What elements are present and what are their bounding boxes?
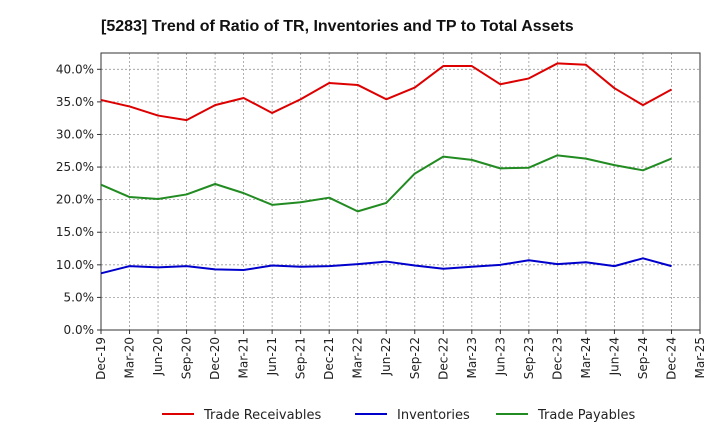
series-line-trade-receivables — [100, 62, 672, 122]
x-tick-label: Dec-24 — [664, 337, 678, 380]
x-tick-label: Dec-20 — [208, 337, 222, 380]
x-tick-label: Sep-21 — [294, 337, 308, 379]
legend-label: Trade Receivables — [203, 408, 321, 423]
legend-label: Inventories — [397, 408, 470, 423]
x-tick-label: Sep-22 — [408, 337, 422, 379]
x-tick-label: Jun-22 — [379, 337, 393, 376]
x-tick-label: Mar-25 — [693, 337, 707, 378]
x-tick-label: Mar-20 — [123, 337, 137, 378]
x-tick-label: Dec-23 — [550, 337, 564, 380]
x-tick-label: Jun-20 — [151, 337, 165, 376]
y-tick-label: 35.0% — [56, 95, 94, 109]
y-tick-label: 30.0% — [56, 127, 94, 141]
x-tick-label: Dec-22 — [436, 337, 450, 380]
y-tick-label: 40.0% — [56, 62, 94, 76]
legend: Trade Receivables Inventories Trade Payabl… — [162, 408, 635, 423]
series-line-inventories — [100, 257, 672, 275]
x-tick-label: Dec-19 — [94, 337, 108, 380]
x-tick-label: Mar-21 — [237, 337, 251, 378]
x-tick-label: Mar-24 — [579, 337, 593, 378]
x-tick-label: Jun-21 — [265, 337, 279, 376]
x-tick-label: Jun-24 — [607, 337, 621, 376]
chart-title: [5283] Trend of Ratio of TR, Inventories… — [101, 18, 574, 35]
axes: 0.0% 5.0% 10.0% 15.0% 20.0% 25.0% 30.0% 35.0% 40… — [56, 52, 707, 380]
x-tick-label: Sep-20 — [180, 337, 194, 379]
x-tick-label: Mar-23 — [465, 337, 479, 378]
y-tick-label: 0.0% — [64, 323, 95, 337]
x-tick-label: Dec-21 — [322, 337, 336, 380]
y-tick-label: 10.0% — [56, 258, 94, 272]
y-tick-label: 15.0% — [56, 225, 94, 239]
series-lines — [100, 62, 672, 275]
y-tick-label: 25.0% — [56, 160, 94, 174]
series-line-trade-payables — [100, 154, 672, 213]
x-tick-label: Sep-24 — [636, 337, 650, 379]
legend-label: Trade Payables — [537, 408, 635, 423]
plot-frame — [100, 52, 701, 331]
x-tick-label: Jun-23 — [493, 337, 507, 376]
grid — [100, 53, 701, 331]
y-tick-label: 20.0% — [56, 193, 94, 207]
x-tick-label: Sep-23 — [522, 337, 536, 379]
x-tick-label: Mar-22 — [351, 337, 365, 378]
y-tick-label: 5.0% — [64, 290, 95, 304]
